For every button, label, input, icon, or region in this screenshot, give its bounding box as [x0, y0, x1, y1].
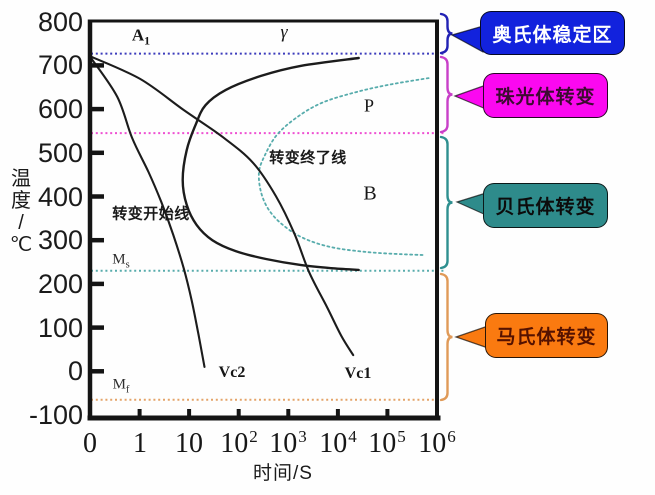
callout-label-martensite: 马氏体转变 [496, 327, 597, 348]
mf-label-text: M [112, 376, 126, 393]
callout-label-bainite: 贝氏体转变 [495, 197, 596, 218]
y-tick-label: 0 [67, 356, 83, 386]
ms-label-sub: s [125, 259, 130, 271]
x-tick-base: 10 [368, 428, 397, 459]
ms-label: Ms [112, 252, 129, 271]
y-tick-label: 600 [37, 94, 83, 124]
callout-bubble-martensite: 马氏体转变 [485, 313, 608, 358]
x-tick-base: 10 [220, 428, 249, 459]
x-tick-label: 1 [133, 429, 147, 459]
y-tick-label: 500 [37, 138, 83, 168]
x-tick-base: 10 [319, 428, 348, 459]
y-tick-label: 700 [37, 50, 83, 80]
x-tick-exponent: 4 [348, 427, 357, 446]
p-region-label: P [364, 96, 374, 117]
vc2-label: Vc2 [219, 364, 246, 382]
vc2-label-text: Vc2 [218, 364, 246, 381]
vc1-label: Vc1 [345, 365, 372, 383]
curve-Vc2 [89, 56, 206, 368]
b-region-label-text: B [363, 182, 377, 205]
x-tick-base: 10 [269, 428, 298, 459]
y-tick-label: -100 [28, 400, 83, 430]
callout-bubble-austenite: 奥氏体稳定区 [480, 11, 625, 55]
ms-label-text: M [112, 251, 126, 268]
x-tick-base: 1 [133, 428, 147, 459]
x-tick-base: 0 [83, 428, 97, 459]
a1-label-sub: 1 [144, 33, 151, 48]
brace-pearlite [439, 55, 453, 134]
brace-bainite [439, 135, 453, 270]
x-tick-base: 10 [175, 428, 203, 459]
p-region-label-text: P [363, 95, 375, 116]
mf-label: Mf [113, 377, 130, 396]
x-tick-label: 103 [269, 427, 307, 462]
curve-Vc1 [88, 55, 355, 357]
x-tick-exponent: 5 [397, 427, 406, 446]
y-tick-label: 800 [37, 7, 83, 37]
callout-tail-martensite [454, 325, 489, 349]
callout-tail-austenite [450, 25, 484, 54]
y-axis-title-char: 温 [11, 168, 31, 190]
y-tick-label: 400 [37, 182, 83, 212]
curve- [181, 56, 360, 272]
callout-bubble-pearlite: 珠光体转变 [483, 73, 608, 118]
end-line-label: 转变终了线 [269, 147, 347, 168]
gamma-label: γ [280, 22, 287, 43]
x-tick-label: 105 [368, 427, 406, 462]
x-tick-label: 0 [83, 429, 97, 459]
x-tick-label: 102 [220, 427, 258, 462]
a1-label: A1 [132, 25, 150, 48]
b-region-label: B [363, 183, 376, 206]
y-axis-title-char: / [18, 212, 24, 234]
end-line-label-text: 转变终了线 [269, 149, 347, 167]
callout-label-pearlite: 珠光体转变 [495, 87, 596, 108]
y-tick-label: 200 [37, 269, 83, 299]
x-tick-label: 10 [175, 429, 203, 459]
start-line-label-text: 转变开始线 [112, 205, 190, 223]
x-tick-label: 104 [319, 427, 357, 462]
callout-label-austenite: 奥氏体稳定区 [492, 24, 613, 46]
y-axis-title-char: ℃ [9, 234, 33, 256]
x-tick-label: 106 [418, 427, 456, 462]
y-tick-label: 300 [37, 225, 83, 255]
start-line-label: 转变开始线 [112, 203, 190, 224]
vc1-label-text: Vc1 [344, 365, 372, 382]
callout-bubble-bainite: 贝氏体转变 [483, 183, 608, 228]
x-axis-title: 时间/S [253, 463, 313, 484]
x-tick-base: 10 [418, 428, 447, 459]
x-tick-exponent: 6 [447, 427, 456, 446]
callout-tail-pearlite [453, 84, 487, 110]
curve- [257, 77, 430, 256]
x-tick-exponent: 2 [249, 427, 258, 446]
y-axis-title: 温度 / ℃ [4, 168, 38, 256]
mf-label-sub: f [125, 384, 130, 396]
y-axis-title-char: 度 [11, 190, 31, 212]
brace-austenite [439, 12, 453, 55]
callout-tail-bainite [455, 192, 487, 216]
y-tick-label: 100 [37, 313, 83, 343]
x-tick-exponent: 3 [298, 427, 307, 446]
brace-martensite [439, 272, 453, 402]
gamma-label-text: γ [280, 21, 288, 42]
a1-label-text: A [131, 25, 145, 45]
